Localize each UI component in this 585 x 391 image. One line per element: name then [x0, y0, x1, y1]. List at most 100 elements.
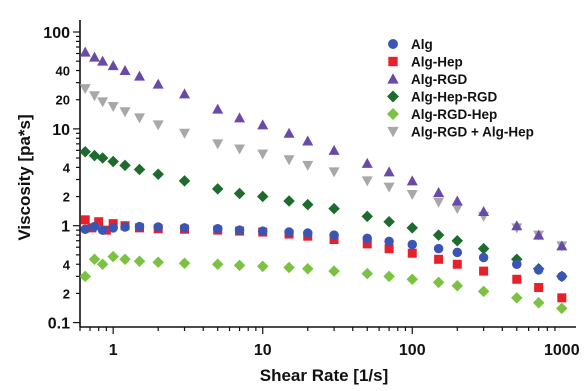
data-point [119, 107, 131, 118]
data-point [533, 229, 545, 240]
legend-item: Alg-Hep-RGD [387, 90, 497, 105]
legend-item: Alg [388, 37, 433, 52]
x-tick-label: 1 [109, 342, 118, 359]
legend-label: Alg-Hep-RGD [411, 90, 497, 105]
data-point [328, 202, 340, 215]
data-point [234, 225, 245, 235]
data-point [384, 244, 394, 254]
legend-marker [388, 39, 398, 49]
series-alg-hep-rgd [79, 146, 568, 283]
legend-marker [388, 56, 398, 67]
y-tick-label: 0.1 [48, 316, 70, 333]
y-tick-label: 2 [63, 286, 70, 301]
data-point [283, 155, 295, 166]
data-point [211, 258, 224, 271]
data-point [511, 292, 523, 304]
data-point [301, 262, 314, 275]
data-point [406, 273, 419, 286]
data-point [362, 239, 372, 249]
data-point [433, 187, 445, 198]
legend-item: Alg-RGD + Alg-Hep [387, 125, 534, 140]
data-point [478, 206, 490, 217]
data-point [97, 55, 109, 66]
data-point [407, 239, 418, 250]
data-point [79, 270, 91, 283]
data-point [96, 258, 109, 271]
data-point [79, 146, 91, 158]
x-axis-title: Shear Rate [1/s] [260, 366, 389, 385]
data-point [329, 230, 339, 240]
data-point [451, 195, 463, 206]
data-point [179, 223, 190, 233]
data-point [407, 248, 417, 258]
data-point [134, 221, 145, 232]
data-point [79, 84, 91, 95]
data-point [328, 167, 340, 178]
series-alg-rgd [79, 46, 568, 251]
y-tick-label: 1 [61, 219, 70, 236]
data-point [89, 221, 100, 232]
data-point [511, 220, 523, 231]
data-point [119, 159, 131, 172]
data-point [361, 176, 373, 187]
data-point [451, 204, 463, 215]
legend: Alg Alg-Hep Alg-RGD Alg-Hep-RGD Alg-RGD-Hep A… [387, 37, 534, 140]
series-alg-hep [80, 215, 567, 303]
legend-item: Alg-RGD-Hep [387, 107, 497, 122]
legend-marker [387, 90, 399, 103]
data-point [179, 128, 191, 139]
data-point [80, 215, 90, 225]
data-point [534, 283, 544, 293]
data-point [362, 233, 372, 244]
data-point [257, 149, 269, 160]
data-point [406, 175, 418, 186]
data-point [556, 240, 568, 251]
legend-label: Alg-RGD-Hep [411, 107, 497, 122]
data-point [479, 266, 489, 276]
legend-marker [387, 73, 399, 84]
data-point [152, 78, 164, 89]
y-axis-title: Viscosity [pa*s] [15, 114, 34, 240]
data-point [96, 152, 109, 164]
legend-label: Alg [411, 37, 433, 52]
data-point [107, 60, 119, 71]
y-tick-label: 4 [63, 160, 71, 175]
data-point [384, 236, 394, 247]
data-point [383, 182, 395, 193]
data-point [433, 243, 444, 254]
data-point [80, 224, 90, 234]
data-point [107, 155, 119, 168]
data-point [153, 222, 163, 232]
data-point [233, 259, 246, 272]
legend-marker [387, 126, 399, 138]
data-point [212, 139, 224, 150]
data-point [383, 215, 395, 228]
data-point [434, 254, 444, 264]
series-alg-rgd-alg-hep [79, 84, 568, 252]
data-point [557, 271, 567, 282]
data-point [119, 65, 131, 76]
data-point [302, 160, 314, 171]
data-point [477, 242, 490, 255]
data-point [383, 270, 395, 283]
series-alg-rgd-hep [79, 250, 568, 315]
y-tick-label: 2 [63, 190, 70, 205]
y-tick-label: 40 [56, 64, 70, 79]
x-tick-label: 1000 [544, 342, 580, 359]
data-point [432, 229, 445, 241]
data-point [533, 265, 544, 275]
data-point [257, 119, 269, 130]
data-point [383, 166, 395, 177]
data-point [432, 276, 445, 289]
data-point [361, 210, 373, 223]
data-point [179, 88, 191, 99]
data-point [433, 197, 445, 208]
data-point [556, 302, 568, 315]
data-point [361, 267, 373, 280]
data-point [108, 223, 118, 233]
data-point [94, 217, 104, 227]
data-point [256, 260, 269, 273]
data-point [406, 222, 419, 234]
